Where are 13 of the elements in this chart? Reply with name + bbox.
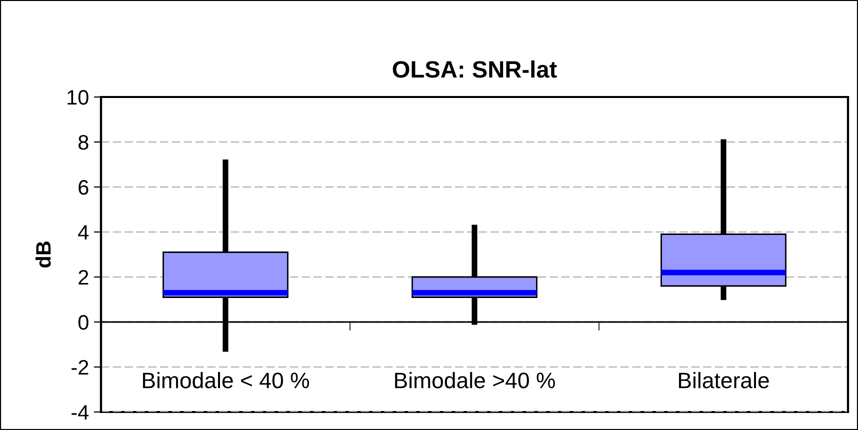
- x-tick-label: Bimodale < 40 %: [143, 372, 310, 388]
- y-tick-label: -2: [72, 360, 88, 375]
- chart-title: OLSA: SNR-lat: [392, 60, 557, 78]
- y-tick-label: 10: [68, 90, 88, 105]
- x-tick-label: Bilaterale: [679, 372, 769, 388]
- y-tick-label: 8: [78, 135, 88, 150]
- y-tick-label: 2: [78, 270, 88, 285]
- y-tick-label: -4: [72, 405, 89, 420]
- y-tick-label: 6: [78, 180, 88, 195]
- x-tick-label: Bimodale >40 %: [395, 372, 555, 388]
- y-tick-label: 4: [78, 225, 89, 240]
- y-axis-title: dB: [35, 242, 51, 268]
- y-tick-label: 0: [78, 315, 88, 330]
